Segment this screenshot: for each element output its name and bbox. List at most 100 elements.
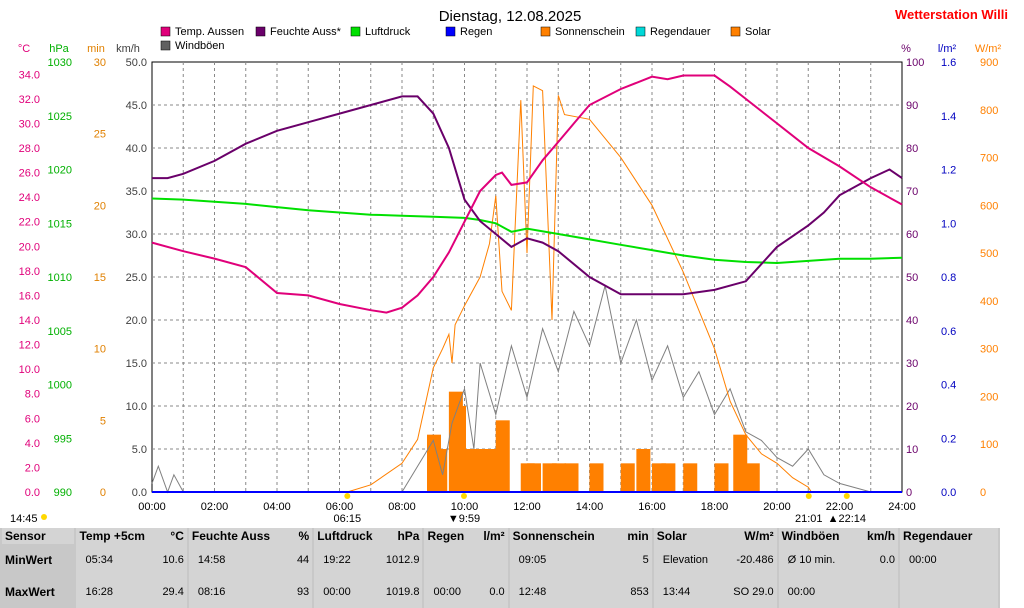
stats-cell-value: 0.0 — [489, 586, 505, 598]
stats-header-cell: Sonnenschein min — [509, 528, 652, 544]
stats-header-cell: Luftdruck hPa — [314, 528, 423, 544]
tick-minutes: 20 — [94, 200, 106, 212]
tick-temp: 6.0 — [25, 413, 40, 425]
sunshine-bar — [683, 463, 698, 492]
tick-temp: 28.0 — [19, 143, 40, 155]
tick-pressure: 1005 — [48, 326, 72, 338]
stats-header-cell: Regendauer — [900, 528, 998, 544]
series-line — [151, 74, 903, 314]
tick-temp: 16.0 — [19, 290, 40, 302]
legend-swatch — [635, 26, 646, 37]
stats-cell — [900, 576, 998, 608]
series-line — [152, 95, 903, 296]
tick-rain: 0.0 — [941, 487, 956, 499]
stats-header-name: Sensor — [5, 529, 46, 543]
unit-solar: W/m² — [975, 43, 1002, 55]
stats-cell-value: 44 — [296, 554, 310, 566]
sunshine-bar — [733, 434, 748, 492]
sunshine-bar — [714, 463, 729, 492]
tick-solar: 200 — [980, 391, 998, 403]
moonrise-dot — [843, 493, 850, 499]
stats-cell-value: SO 29.0 — [733, 586, 774, 598]
tick-pressure: 1015 — [48, 218, 72, 230]
tick-wind: 35.0 — [126, 186, 147, 198]
tick-pressure: 995 — [54, 433, 72, 445]
tick-temp: 26.0 — [19, 168, 40, 180]
tick-solar: 0 — [980, 487, 986, 499]
stats-cell-time: 00:00 — [787, 586, 816, 598]
tick-temp: 32.0 — [19, 94, 40, 106]
stats-header-cell: Solar W/m² — [653, 528, 777, 544]
stats-cell: 00:00 0.0 — [424, 576, 508, 608]
stats-header-unit: min — [627, 529, 649, 543]
tick-wind: 50.0 — [126, 57, 147, 69]
tick-humidity: 50 — [906, 272, 918, 284]
tick-rain: 0.6 — [941, 326, 956, 338]
tick-labels: 0.0 2.0 4.0 6.0 8.0 10.0 12.0 14.0 16.0 18.0 20.0 2… — [19, 57, 999, 513]
stats-cell — [424, 544, 508, 576]
tick-time: 16:00 — [638, 501, 666, 513]
tick-time: 22:00 — [826, 501, 854, 513]
stats-row: MaxWert 16:28 29.4 08:16 93 00:00 1019.8 00:00 0… — [2, 576, 998, 608]
stats-header-unit: °C — [170, 529, 184, 543]
stats-cell: 19:22 1012.9 — [314, 544, 423, 576]
tick-temp: 18.0 — [19, 266, 40, 278]
stats-header-name: Regen — [427, 529, 465, 543]
legend-label: Feuchte Auss* — [270, 26, 342, 38]
stats-cell-time: 14:58 — [197, 554, 226, 566]
tick-humidity: 90 — [906, 100, 918, 112]
tick-wind: 40.0 — [126, 143, 147, 155]
stats-cell-time: 08:16 — [197, 586, 226, 598]
sunset-dot — [805, 493, 812, 499]
tick-time: 04:00 — [263, 501, 291, 513]
tick-minutes: 0 — [100, 487, 106, 499]
stats-header-cell: Regen l/m² — [424, 528, 508, 544]
tick-solar: 700 — [980, 153, 998, 165]
tick-temp: 12.0 — [19, 340, 40, 352]
stats-cell: 16:28 29.4 — [76, 576, 187, 608]
unit-pressure: hPa — [49, 43, 69, 55]
stats-header-row: Sensor Temp +5cm °C Feuchte Auss% Luftdruck h… — [2, 528, 998, 544]
stats-cell-value: 93 — [296, 586, 310, 598]
stats-cell-value: 853 — [630, 586, 649, 598]
moonset-dot — [460, 493, 467, 499]
legend-swatch — [160, 26, 171, 37]
stats-row-label: MinWert — [5, 553, 53, 567]
tick-wind: 10.0 — [126, 401, 147, 413]
tick-rain: 0.8 — [941, 272, 956, 284]
tick-wind: 5.0 — [132, 444, 147, 456]
sunshine-bar — [589, 463, 604, 492]
stats-cell-time: 00:00 — [909, 554, 937, 566]
legend-swatch — [730, 26, 741, 37]
tick-humidity: 0 — [906, 487, 912, 499]
tick-wind: 15.0 — [126, 358, 147, 370]
station-brand: Wetterstation Willi — [895, 7, 1008, 22]
stats-cell-time: 16:28 — [85, 586, 114, 598]
sunshine-bar — [745, 463, 760, 492]
tick-wind: 25.0 — [126, 272, 147, 284]
tick-rain: 0.2 — [941, 433, 956, 445]
stats-cell-time: Ø 10 min. — [787, 554, 836, 566]
tick-wind: 0.0 — [132, 487, 147, 499]
tick-temp: 4.0 — [25, 438, 40, 450]
legend-swatch — [255, 26, 266, 37]
sunshine-bars — [427, 391, 760, 492]
tick-humidity: 80 — [906, 143, 918, 155]
stats-cell: 08:16 93 — [188, 576, 313, 608]
tick-humidity: 30 — [906, 358, 918, 370]
stats-table: Sensor Temp +5cm °C Feuchte Auss% Luftdruck h… — [0, 528, 1000, 608]
tick-rain: 1.0 — [941, 218, 956, 230]
stats-cell-value: 1019.8 — [385, 586, 420, 598]
stats-cell-time: 09:05 — [518, 554, 547, 566]
tick-wind: 20.0 — [126, 315, 147, 327]
stats-cell: 12:48 853 — [509, 576, 652, 608]
tick-pressure: 1025 — [48, 111, 72, 123]
tick-temp: 8.0 — [25, 389, 40, 401]
stats-cell-time: 19:22 — [323, 554, 351, 566]
moonrise-label: ▲22:14 — [828, 513, 866, 525]
sunshine-bar — [661, 463, 676, 492]
legend-label: Sonnenschein — [555, 26, 625, 38]
stats-cell-time: 12:48 — [518, 586, 547, 598]
unit-wind: km/h — [116, 43, 140, 55]
stats-cell: 05:34 10.6 — [76, 544, 187, 576]
